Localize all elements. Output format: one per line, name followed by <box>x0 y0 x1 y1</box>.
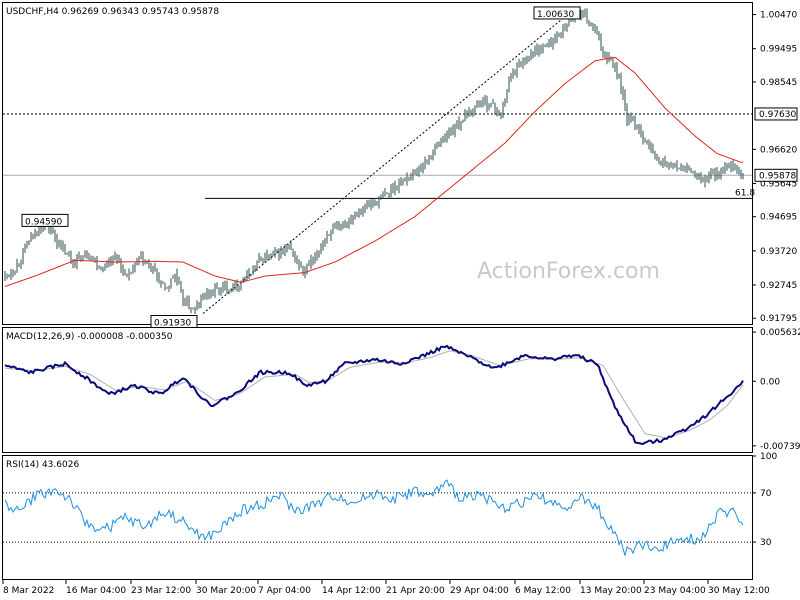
annotation-label: 0.91930 <box>154 318 191 328</box>
axis-layer: 1.00470 0.99495 0.98545 0.96620 0.95645 0.946… <box>2 11 800 596</box>
price-tick-label: 0.98545 <box>760 78 797 88</box>
current-price-box <box>754 168 798 182</box>
annotation-box <box>21 213 69 227</box>
price-tick-label: 1.00470 <box>760 11 797 21</box>
x-tick-label: 29 Apr 04:00 <box>450 586 509 596</box>
watermark: ActionForex.com <box>477 259 660 284</box>
x-tick-label: 7 Apr 04:00 <box>258 586 311 596</box>
price-tick-label: 0.99495 <box>760 45 797 55</box>
rsi-header: RSI(14) 43.6026 <box>6 460 79 470</box>
rsi-tick-label: 100 <box>760 452 777 462</box>
fib-label: 61.8 <box>735 188 755 198</box>
x-tick-label: 16 Mar 04:00 <box>66 586 126 596</box>
annotation-label: 1.00630 <box>537 10 574 20</box>
x-tick-label: 23 May 04:00 <box>644 586 706 596</box>
annotation-box <box>150 314 198 328</box>
x-tick-label: 21 Apr 20:00 <box>386 586 445 596</box>
macd-layer <box>4 344 744 446</box>
level-label-box <box>754 107 798 121</box>
price-tick-label: 0.92745 <box>760 281 797 291</box>
x-tick-label: 30 Mar 20:00 <box>196 586 256 596</box>
moving-average-line <box>4 56 743 287</box>
rsi-tick-label: 70 <box>760 489 772 499</box>
x-tick-label: 23 Mar 12:00 <box>131 586 191 596</box>
current-price-label: 0.95878 <box>759 171 796 181</box>
price-tick-label: 0.94695 <box>760 213 797 223</box>
rsi-line <box>4 479 744 556</box>
rsi-layer <box>3 479 752 556</box>
macd-tick-label: -0.007395 <box>760 442 800 452</box>
price-tick-label: 0.96620 <box>760 145 797 155</box>
annotation-label: 0.94590 <box>25 217 62 227</box>
price-tick-label: 0.93720 <box>760 247 797 257</box>
rsi-panel <box>2 455 753 580</box>
x-tick-label: 14 Apr 12:00 <box>322 586 381 596</box>
x-tick-label: 30 May 12:00 <box>708 586 770 596</box>
price-header: USDCHF,H4 0.96269 0.96343 0.95743 0.9587… <box>6 7 219 17</box>
price-tick-label: 0.91795 <box>760 314 797 324</box>
price-panel <box>2 2 753 325</box>
annotation-box <box>533 6 581 20</box>
macd-tick-label: 0.00 <box>760 377 780 387</box>
x-tick-label: 8 Mar 2022 <box>3 586 54 596</box>
price-tick-label: 0.95645 <box>760 179 797 189</box>
price-layer: 61.8 0.94590 0.91930 1.00630 <box>3 6 755 328</box>
macd-tick-label: 0.005632 <box>760 328 800 338</box>
macd-line <box>4 344 744 446</box>
x-tick-label: 6 May 12:00 <box>515 586 571 596</box>
level-label: 0.97630 <box>759 110 796 120</box>
rsi-tick-label: 30 <box>760 538 772 548</box>
trend-line <box>202 10 573 314</box>
macd-header: MACD(12,26,9) -0.000008 -0.000350 <box>6 332 173 342</box>
x-tick-label: 13 May 20:00 <box>580 586 642 596</box>
